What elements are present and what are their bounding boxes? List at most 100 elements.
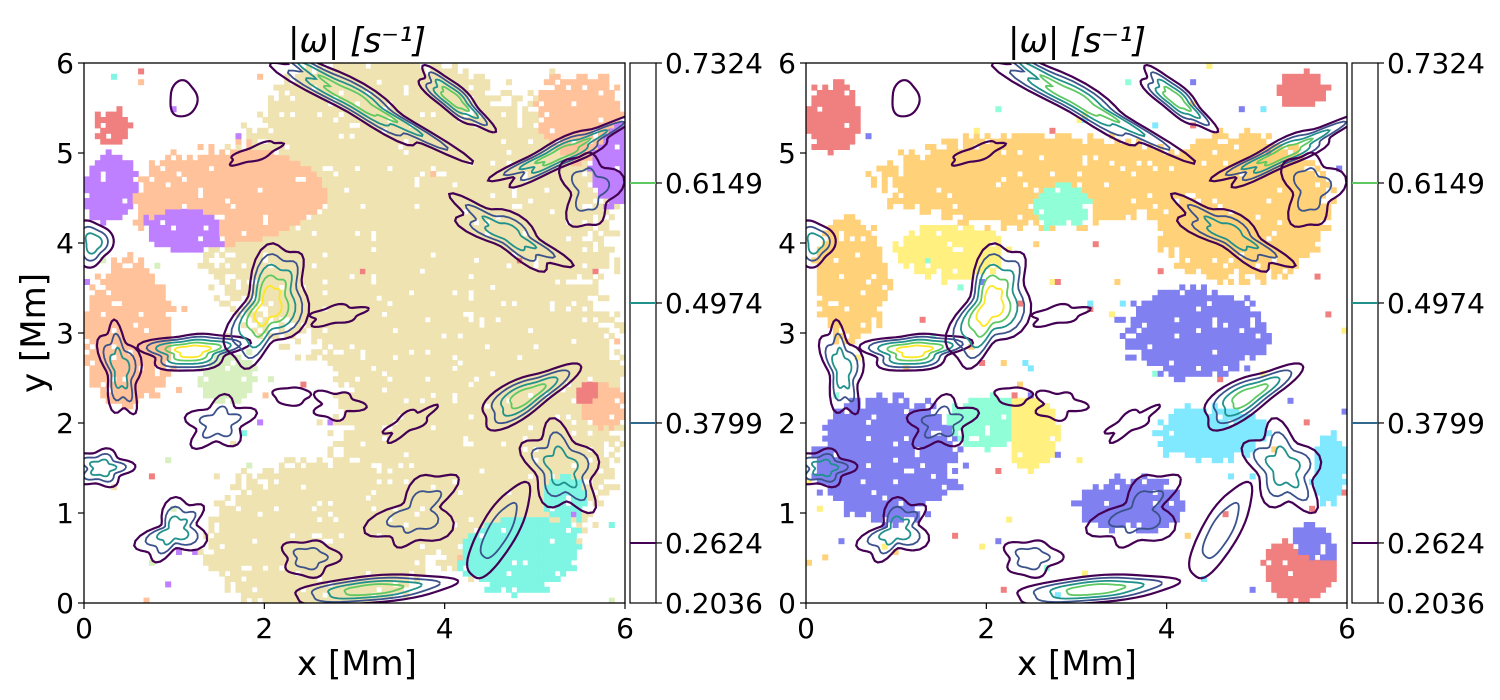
x-tick-label: 6 xyxy=(616,612,634,645)
contour-line xyxy=(1255,137,1315,167)
contour-line xyxy=(499,376,559,417)
contour-line xyxy=(1186,203,1279,262)
y-tick-label: 5 xyxy=(56,137,74,170)
contour-line xyxy=(310,576,441,603)
contour-line xyxy=(1212,369,1293,425)
contour-line xyxy=(967,274,1012,338)
contour-line xyxy=(84,232,103,255)
contour-line xyxy=(1039,73,1121,124)
colorbar-tick-label: 0.2036 xyxy=(665,587,763,620)
contour-line xyxy=(855,495,931,564)
contour-line xyxy=(362,473,460,549)
plot-area-2 xyxy=(806,63,1347,603)
contour-line xyxy=(183,392,259,451)
contour-line xyxy=(145,335,242,369)
contour-line xyxy=(1084,473,1182,549)
contour-line xyxy=(1203,215,1260,252)
y-tick-label: 1 xyxy=(56,497,74,530)
contour-line xyxy=(1264,445,1301,489)
contour-line xyxy=(1154,78,1201,120)
contour-line xyxy=(831,346,853,390)
vorticity-contours xyxy=(84,63,625,603)
contour-line xyxy=(993,386,1035,407)
x-axis-label: x [Mm] xyxy=(1017,644,1137,684)
contour-line xyxy=(286,63,449,151)
contour-line xyxy=(1018,63,1146,138)
colorbar-tick-label: 0.4974 xyxy=(1387,287,1485,320)
contour-line xyxy=(1224,120,1347,182)
contour-line xyxy=(271,386,313,407)
x-axis-label: x [Mm] xyxy=(297,644,417,684)
contour-line xyxy=(136,332,253,372)
contour-line xyxy=(952,253,1026,360)
contour-line xyxy=(327,580,423,600)
contour-line xyxy=(1203,362,1305,432)
y-tick-label: 4 xyxy=(56,227,74,260)
contour-line xyxy=(1240,417,1323,515)
y-tick-label: 5 xyxy=(778,137,796,170)
contour-line xyxy=(481,362,583,432)
colorbar-box xyxy=(1351,62,1379,604)
contour-line xyxy=(109,346,131,390)
contour-line xyxy=(198,405,243,439)
contour-line xyxy=(806,452,849,483)
contour-line xyxy=(990,63,1197,166)
x-tick-label: 2 xyxy=(977,612,995,645)
contour-line xyxy=(1221,376,1281,417)
contour-line xyxy=(806,225,831,262)
contour-line xyxy=(866,505,921,555)
contour-line xyxy=(222,242,311,370)
contour-line xyxy=(237,263,297,349)
contour-line xyxy=(84,219,115,269)
contour-line xyxy=(425,71,488,127)
contour-line xyxy=(1231,383,1269,410)
contour-line xyxy=(895,344,935,359)
contour-line xyxy=(440,85,470,112)
contour-line xyxy=(164,341,223,362)
contour-line xyxy=(280,539,343,580)
contour-line xyxy=(385,489,443,534)
contour-line xyxy=(1014,546,1051,571)
contour-line xyxy=(490,369,571,425)
contour-line xyxy=(867,335,964,369)
contour-line xyxy=(1169,192,1298,273)
contour-line xyxy=(417,63,498,134)
colorbar-tick-label: 0.7324 xyxy=(665,47,763,80)
colorbar-1: 0.2036 0.2624 0.3799 0.4974 0.6149 0.7324 xyxy=(629,47,763,620)
plot-area-1 xyxy=(84,63,625,603)
y-tick-label: 6 xyxy=(56,47,74,80)
contour-line xyxy=(876,338,954,365)
contour-line xyxy=(1162,85,1192,112)
contour-line xyxy=(343,583,405,597)
colorbar-2: 0.2036 0.2624 0.3799 0.4974 0.6149 0.7324 xyxy=(1351,47,1485,620)
contour-line xyxy=(292,546,329,571)
segmentation-map xyxy=(806,63,1347,603)
y-axis-label: y [Mm] xyxy=(14,273,54,393)
panel-title: |ω| [s⁻¹] xyxy=(1008,21,1146,61)
contour-line xyxy=(230,253,304,360)
colorbar-tick-label: 0.2624 xyxy=(665,527,763,560)
contour-line xyxy=(518,417,601,515)
y-tick-label: 0 xyxy=(56,587,74,620)
contour-line xyxy=(154,338,232,365)
segmentation-map xyxy=(84,63,625,603)
contour-line xyxy=(817,318,865,416)
contour-line xyxy=(1002,539,1065,580)
contour-line xyxy=(533,137,593,167)
vorticity-contours xyxy=(806,63,1347,603)
contour-line xyxy=(1292,167,1333,212)
y-tick-label: 3 xyxy=(56,317,74,350)
contour-line xyxy=(959,263,1019,349)
contour-line xyxy=(84,225,109,262)
contour-line xyxy=(133,495,209,564)
contour-line xyxy=(308,302,370,329)
contour-line xyxy=(1107,489,1165,534)
colorbar-tick-label: 0.2624 xyxy=(1387,527,1485,560)
colorbar-tick-label: 0.3799 xyxy=(1387,407,1485,440)
contour-line xyxy=(557,151,625,228)
contour-line xyxy=(950,139,1008,167)
contour-line xyxy=(296,63,424,138)
contour-line xyxy=(268,63,475,166)
y-tick-label: 3 xyxy=(778,317,796,350)
x-tick-label: 0 xyxy=(75,612,93,645)
